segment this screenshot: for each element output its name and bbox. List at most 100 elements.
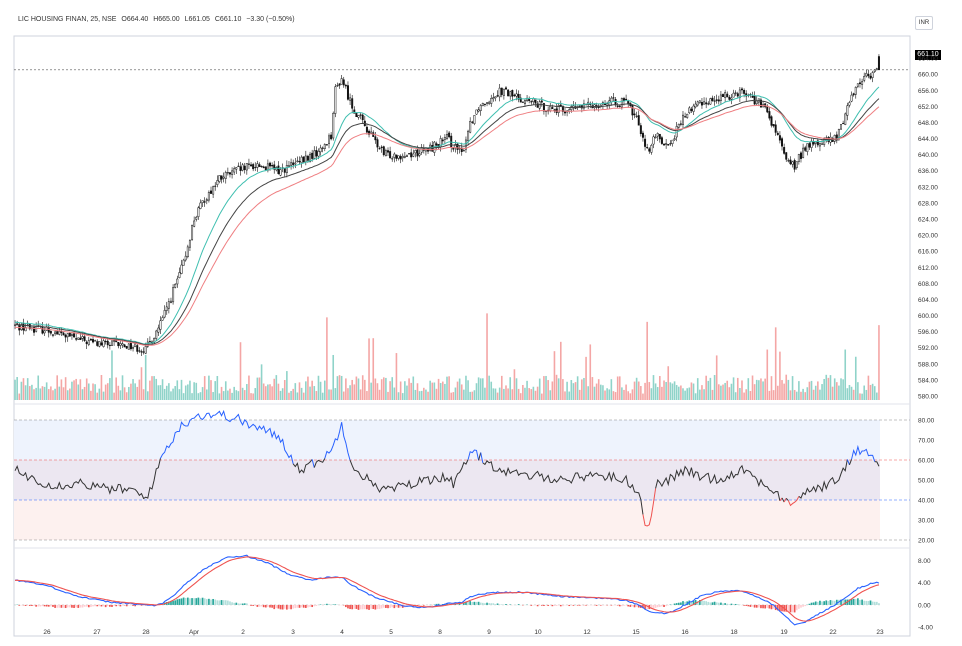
- x-tick-label: 15: [632, 629, 640, 636]
- volume-bar: [378, 389, 381, 400]
- close-value: C661.10: [214, 16, 242, 23]
- candle-body: [321, 147, 324, 149]
- volume-bar: [283, 380, 286, 400]
- macd-histogram-bar: [760, 604, 762, 609]
- volume-bar: [827, 377, 830, 400]
- macd-histogram-bar: [229, 601, 231, 605]
- volume-bar: [538, 378, 541, 400]
- candle-body: [239, 166, 242, 171]
- candle-body: [258, 164, 261, 167]
- macd-histogram-bar: [243, 603, 246, 605]
- candle-body: [694, 103, 697, 108]
- volume-bar: [745, 389, 748, 400]
- candle-body: [49, 331, 52, 334]
- macd-histogram-bar: [595, 604, 598, 606]
- volume-bar: [138, 379, 141, 400]
- candle-body: [673, 138, 676, 141]
- macd-histogram-bar: [652, 604, 655, 609]
- candle-body: [250, 164, 253, 167]
- candle-body: [446, 134, 448, 139]
- macd-histogram-bar: [39, 604, 42, 607]
- volume-bar: [311, 380, 313, 400]
- candle-body: [462, 150, 465, 152]
- volume-bar: [332, 354, 335, 400]
- candle-body: [68, 332, 71, 337]
- candle-body: [207, 191, 210, 201]
- macd-histogram-bar: [627, 604, 630, 607]
- candle-body: [16, 323, 19, 325]
- volume-bar: [85, 378, 88, 400]
- volume-bar: [252, 393, 254, 400]
- candle-body: [85, 341, 88, 345]
- volume-bar: [798, 381, 800, 400]
- volume-bar: [844, 349, 847, 400]
- volume-bar: [857, 382, 859, 400]
- volume-bar: [465, 375, 467, 400]
- volume-bar: [205, 389, 208, 400]
- candle-body: [532, 98, 535, 102]
- candle-body: [104, 340, 107, 343]
- volume-bar: [876, 392, 878, 400]
- macd-histogram-bar: [195, 598, 198, 605]
- volume-bar: [715, 355, 718, 400]
- volume-bar: [787, 379, 790, 400]
- macd-tick-label: -4.00: [918, 625, 933, 632]
- volume-bar: [380, 379, 383, 400]
- rsi-line: [779, 497, 783, 502]
- volume-bar: [389, 381, 391, 400]
- volume-bar: [199, 392, 202, 400]
- candle-body: [580, 105, 583, 109]
- macd-histogram-bar: [854, 599, 857, 605]
- volume-bar: [62, 387, 65, 400]
- macd-histogram-bar: [728, 604, 731, 605]
- candle-body: [443, 136, 446, 140]
- candle-body: [625, 98, 628, 100]
- macd-histogram-bar: [680, 602, 682, 605]
- macd-histogram-bar: [180, 598, 183, 605]
- volume-bar: [722, 384, 724, 400]
- candle-body: [646, 147, 649, 149]
- volume-bar: [279, 390, 282, 400]
- volume-bar: [473, 390, 476, 400]
- macd-histogram-bar: [96, 604, 99, 607]
- volume-bar: [572, 383, 575, 400]
- candle-body: [700, 101, 703, 106]
- candle-body: [412, 153, 415, 157]
- volume-bar: [570, 380, 573, 400]
- candle-body: [808, 143, 811, 148]
- macd-histogram-bar: [279, 604, 282, 610]
- macd-histogram-bar: [865, 600, 868, 605]
- macd-histogram-bar: [26, 604, 29, 606]
- volume-bar: [576, 376, 579, 400]
- candle-body: [477, 109, 480, 112]
- macd-histogram-bar: [663, 604, 665, 607]
- candle-body: [41, 326, 44, 334]
- volume-bar: [81, 389, 84, 400]
- volume-bar: [425, 389, 427, 400]
- ema-slow-line: [15, 104, 880, 346]
- macd-histogram-bar: [140, 604, 143, 606]
- volume-bar: [762, 381, 764, 400]
- volume-bar: [391, 377, 394, 400]
- volume-bar: [825, 374, 828, 400]
- rsi-tick-label: 20.00: [918, 538, 935, 545]
- candle-body: [498, 87, 501, 98]
- macd-histogram-bar: [536, 604, 539, 607]
- macd-histogram-bar: [168, 601, 170, 605]
- candle-body: [833, 134, 836, 142]
- macd-histogram-bar: [127, 604, 130, 606]
- candle-body: [224, 172, 227, 179]
- candle-body: [100, 342, 103, 346]
- macd-histogram-bar: [559, 604, 562, 607]
- volume-bar: [618, 376, 621, 400]
- macd-histogram-bar: [540, 604, 543, 606]
- volume-bar: [627, 391, 630, 400]
- volume-bar: [416, 383, 419, 400]
- candle-body: [75, 338, 78, 340]
- macd-histogram-bar: [260, 604, 263, 607]
- price-tick-label: 616.00: [918, 249, 938, 256]
- candle-body: [715, 99, 718, 101]
- candle-body: [336, 85, 339, 87]
- volume-bar: [791, 376, 794, 400]
